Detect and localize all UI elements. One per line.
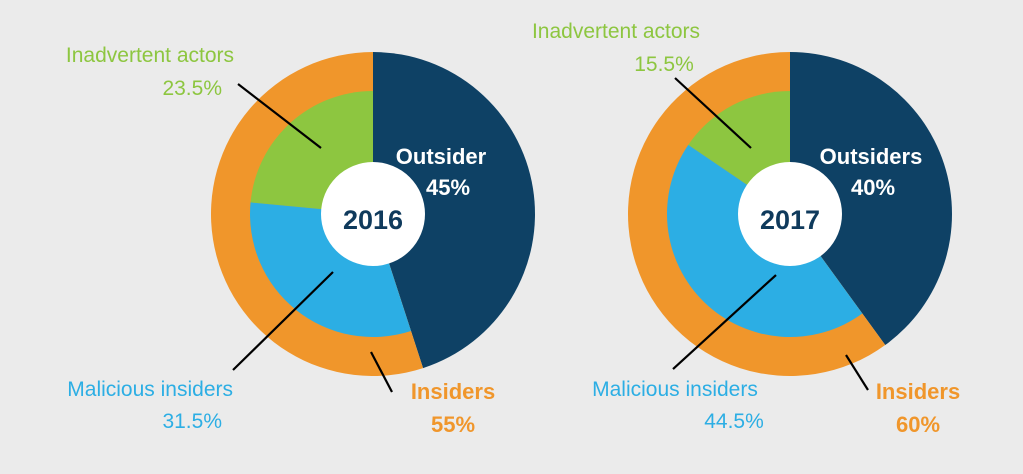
leader-insiders-2016 [370, 351, 393, 393]
leader-inadvertent-2016 [237, 83, 322, 149]
inadvertent-pct-2017: 15.5% [634, 53, 694, 76]
chart-2016: 2016 Outsider 45% Inadvertent actors 23.… [66, 44, 535, 437]
center-year-2016: 2016 [343, 205, 403, 235]
center-year-2017: 2017 [760, 205, 820, 235]
outsiders-label-2017: Outsiders [820, 144, 923, 169]
inadvertent-label-2016: Inadvertent actors [66, 44, 234, 67]
insiders-pct-2016: 55% [431, 412, 475, 437]
leader-malicious-2016 [232, 271, 334, 371]
center-hole-2016 [321, 162, 425, 266]
malicious-pct-2016: 31.5% [162, 410, 222, 433]
malicious-label-2017: Malicious insiders [592, 378, 758, 401]
malicious-label-2016: Malicious insiders [67, 378, 233, 401]
outsiders-pct-2017: 40% [851, 175, 895, 200]
insiders-pct-2017: 60% [896, 412, 940, 437]
inadvertent-pct-2016: 23.5% [162, 77, 222, 100]
center-hole-2017 [738, 162, 842, 266]
outsider-label-2016: Outsider [396, 144, 487, 169]
outsider-slice-2016 [373, 52, 535, 369]
leader-inadvertent-2017 [674, 77, 752, 149]
chart-2017: 2017 Outsiders 40% Inadvertent actors 15… [532, 20, 960, 437]
inadvertent-label-2017: Inadvertent actors [532, 20, 700, 43]
malicious-pct-2017: 44.5% [704, 410, 764, 433]
outsiders-slice-2017 [790, 52, 952, 346]
insiders-label-2016: Insiders [411, 379, 495, 404]
insiders-label-2017: Insiders [876, 379, 960, 404]
leader-malicious-2017 [672, 274, 777, 370]
outsider-pct-2016: 45% [426, 175, 470, 200]
leader-insiders-2017 [845, 354, 869, 391]
